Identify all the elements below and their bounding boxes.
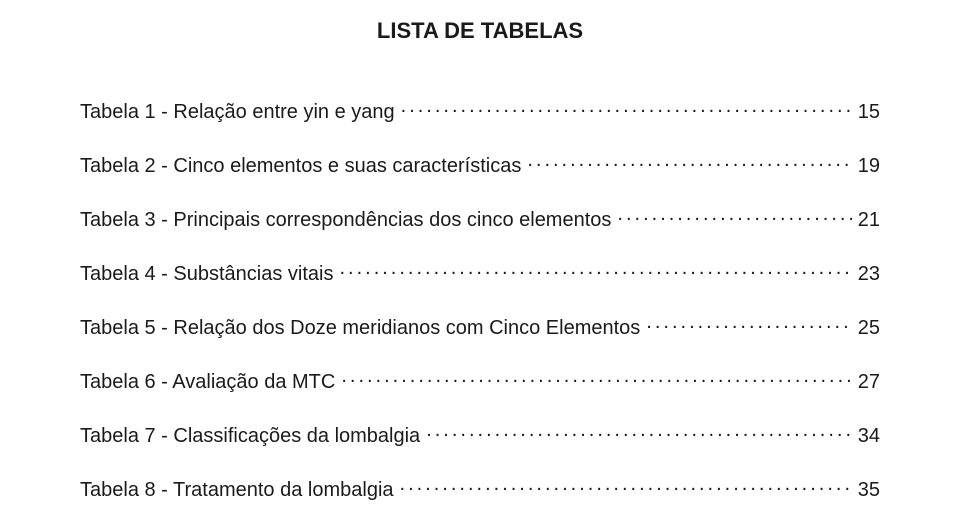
toc-label: Tabela 1 - Relação entre yin e yang — [80, 101, 395, 124]
toc-page: 34 — [858, 425, 880, 448]
toc-leader — [341, 368, 851, 388]
toc-label: Tabela 7 - Classificações da lombalgia — [80, 425, 420, 448]
toc-leader — [401, 98, 852, 118]
toc-page: 15 — [858, 101, 880, 124]
toc-row: Tabela 6 - Avaliação da MTC 27 — [80, 368, 880, 394]
toc-page: 21 — [858, 209, 880, 232]
toc-row: Tabela 2 - Cinco elementos e suas caract… — [80, 152, 880, 178]
toc-label: Tabela 3 - Principais correspondências d… — [80, 209, 611, 232]
toc-page: 23 — [858, 263, 880, 286]
toc-leader — [426, 422, 852, 442]
toc-row: Tabela 3 - Principais correspondências d… — [80, 206, 880, 232]
toc-leader — [400, 476, 852, 496]
toc-leader — [527, 152, 851, 172]
page: LISTA DE TABELAS Tabela 1 - Relação entr… — [0, 0, 960, 524]
toc-page: 19 — [858, 155, 880, 178]
toc-label: Tabela 5 - Relação dos Doze meridianos c… — [80, 317, 640, 340]
toc-label: Tabela 6 - Avaliação da MTC — [80, 371, 335, 394]
toc-label: Tabela 4 - Substâncias vitais — [80, 263, 333, 286]
toc-row: Tabela 4 - Substâncias vitais 23 — [80, 260, 880, 286]
toc-page: 35 — [858, 479, 880, 502]
page-title: LISTA DE TABELAS — [80, 18, 880, 44]
toc-row: Tabela 1 - Relação entre yin e yang 15 — [80, 98, 880, 124]
table-of-contents: Tabela 1 - Relação entre yin e yang 15 T… — [80, 98, 880, 502]
toc-page: 27 — [858, 371, 880, 394]
toc-row: Tabela 8 - Tratamento da lombalgia 35 — [80, 476, 880, 502]
toc-leader — [339, 260, 851, 280]
toc-page: 25 — [858, 317, 880, 340]
toc-label: Tabela 8 - Tratamento da lombalgia — [80, 479, 394, 502]
toc-row: Tabela 7 - Classificações da lombalgia 3… — [80, 422, 880, 448]
toc-leader — [617, 206, 851, 226]
toc-row: Tabela 5 - Relação dos Doze meridianos c… — [80, 314, 880, 340]
toc-label: Tabela 2 - Cinco elementos e suas caract… — [80, 155, 521, 178]
toc-leader — [646, 314, 851, 334]
